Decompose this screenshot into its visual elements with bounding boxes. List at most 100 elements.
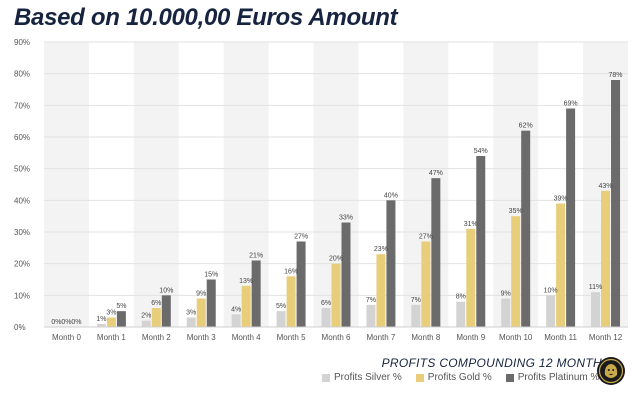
bar bbox=[196, 298, 206, 327]
bar bbox=[566, 108, 576, 327]
data-label: 7% bbox=[366, 297, 376, 304]
bar bbox=[106, 317, 116, 327]
column-band bbox=[133, 42, 179, 327]
data-label: 23% bbox=[374, 246, 388, 253]
bar bbox=[341, 222, 351, 327]
x-tick-label: Month 0 bbox=[52, 333, 81, 342]
data-label: 31% bbox=[464, 221, 478, 228]
bar bbox=[386, 200, 396, 327]
bar bbox=[376, 254, 386, 327]
data-label: 8% bbox=[456, 294, 466, 301]
x-tick-label: Month 4 bbox=[232, 333, 261, 342]
data-label: 5% bbox=[276, 303, 286, 310]
legend-swatch bbox=[322, 373, 330, 382]
data-label: 7% bbox=[411, 297, 421, 304]
bar bbox=[116, 311, 126, 327]
data-label: 0% bbox=[71, 319, 81, 326]
data-label: 4% bbox=[231, 306, 241, 313]
x-tick-label: Month 10 bbox=[499, 333, 533, 342]
x-tick-label: Month 3 bbox=[187, 333, 216, 342]
data-label: 0% bbox=[61, 319, 71, 326]
y-tick-label: 10% bbox=[14, 291, 30, 300]
data-label: 15% bbox=[204, 272, 218, 279]
bar bbox=[546, 295, 556, 327]
bar bbox=[556, 203, 566, 327]
bar bbox=[321, 308, 331, 327]
data-label: 2% bbox=[141, 313, 151, 320]
bar bbox=[206, 279, 216, 327]
chart-subtitle: PROFITS COMPOUNDING 12 MONTH bbox=[381, 356, 602, 370]
data-label: 39% bbox=[554, 196, 568, 203]
bar bbox=[161, 295, 171, 327]
y-tick-label: 20% bbox=[14, 260, 30, 269]
bar bbox=[141, 320, 151, 327]
legend-label: Profits Silver % bbox=[334, 372, 402, 383]
bar bbox=[466, 228, 476, 327]
legend-label: Profits Platinum % bbox=[517, 372, 600, 383]
legend-swatch bbox=[505, 373, 514, 382]
legend-item: Profits Platinum % bbox=[505, 372, 600, 383]
data-label: 11% bbox=[589, 284, 603, 291]
data-label: 62% bbox=[519, 123, 533, 130]
y-tick-label: 70% bbox=[14, 101, 30, 110]
y-axis: 0% 10% 20% 30% 40% 50% 60% 70% 80% 90% bbox=[14, 38, 30, 332]
bar bbox=[296, 241, 306, 327]
data-label: 21% bbox=[249, 253, 263, 260]
bar bbox=[601, 190, 611, 327]
x-axis: Month 0 Month 1 Month 2 Month 3 Month 4 Month… bbox=[44, 326, 628, 342]
legend-item: Profits Gold % bbox=[415, 372, 492, 383]
bar bbox=[186, 317, 196, 327]
data-label: 6% bbox=[321, 300, 331, 307]
data-label: 10% bbox=[544, 287, 558, 294]
bar bbox=[501, 298, 511, 327]
data-label: 6% bbox=[151, 300, 161, 307]
lion-logo-icon bbox=[597, 357, 625, 385]
bar bbox=[521, 130, 531, 327]
x-tick-label: Month 9 bbox=[456, 333, 485, 342]
data-label: 5% bbox=[116, 303, 126, 310]
y-tick-label: 0% bbox=[14, 323, 26, 332]
bar bbox=[476, 156, 486, 327]
chart-title: Based on 10.000,00 Euros Amount bbox=[14, 4, 398, 31]
data-label: 0% bbox=[51, 319, 61, 326]
y-tick-label: 90% bbox=[14, 38, 30, 47]
bars bbox=[96, 80, 621, 327]
data-label: 3% bbox=[186, 310, 196, 317]
bar bbox=[331, 263, 341, 327]
data-label: 54% bbox=[474, 148, 488, 155]
column-band bbox=[223, 42, 269, 327]
data-label: 40% bbox=[384, 192, 398, 199]
data-label: 10% bbox=[159, 287, 173, 294]
x-tick-label: Month 6 bbox=[322, 333, 351, 342]
bar bbox=[251, 260, 261, 327]
data-label: 33% bbox=[339, 215, 353, 222]
x-tick-label: Month 7 bbox=[366, 333, 395, 342]
bar bbox=[366, 304, 376, 327]
data-label: 27% bbox=[419, 234, 433, 241]
data-label: 27% bbox=[294, 234, 308, 241]
bar bbox=[431, 178, 441, 327]
bar bbox=[96, 323, 106, 327]
bar bbox=[286, 276, 296, 327]
y-tick-label: 80% bbox=[14, 70, 30, 79]
x-tick-label: Month 12 bbox=[589, 333, 623, 342]
column-band bbox=[44, 42, 89, 327]
data-label: 35% bbox=[509, 208, 523, 215]
bar bbox=[456, 301, 466, 327]
bar bbox=[241, 285, 251, 327]
legend-label: Profits Gold % bbox=[427, 372, 492, 383]
x-tick-label: Month 1 bbox=[97, 333, 126, 342]
y-tick-label: 40% bbox=[14, 196, 30, 205]
bar bbox=[276, 311, 286, 327]
bar bbox=[421, 241, 431, 327]
x-tick-label: Month 8 bbox=[411, 333, 440, 342]
y-tick-label: 50% bbox=[14, 165, 30, 174]
data-label: 3% bbox=[106, 310, 116, 317]
legend-swatch bbox=[415, 373, 424, 382]
data-label: 78% bbox=[609, 72, 623, 79]
data-labels: 0% 0% 0% 1%3%5%2%6%10%3%9%15%4%13%21%5%16%2… bbox=[51, 72, 622, 326]
bar bbox=[611, 80, 621, 327]
y-tick-label: 60% bbox=[14, 133, 30, 142]
bar bbox=[231, 314, 241, 327]
x-tick-label: Month 11 bbox=[544, 333, 577, 342]
